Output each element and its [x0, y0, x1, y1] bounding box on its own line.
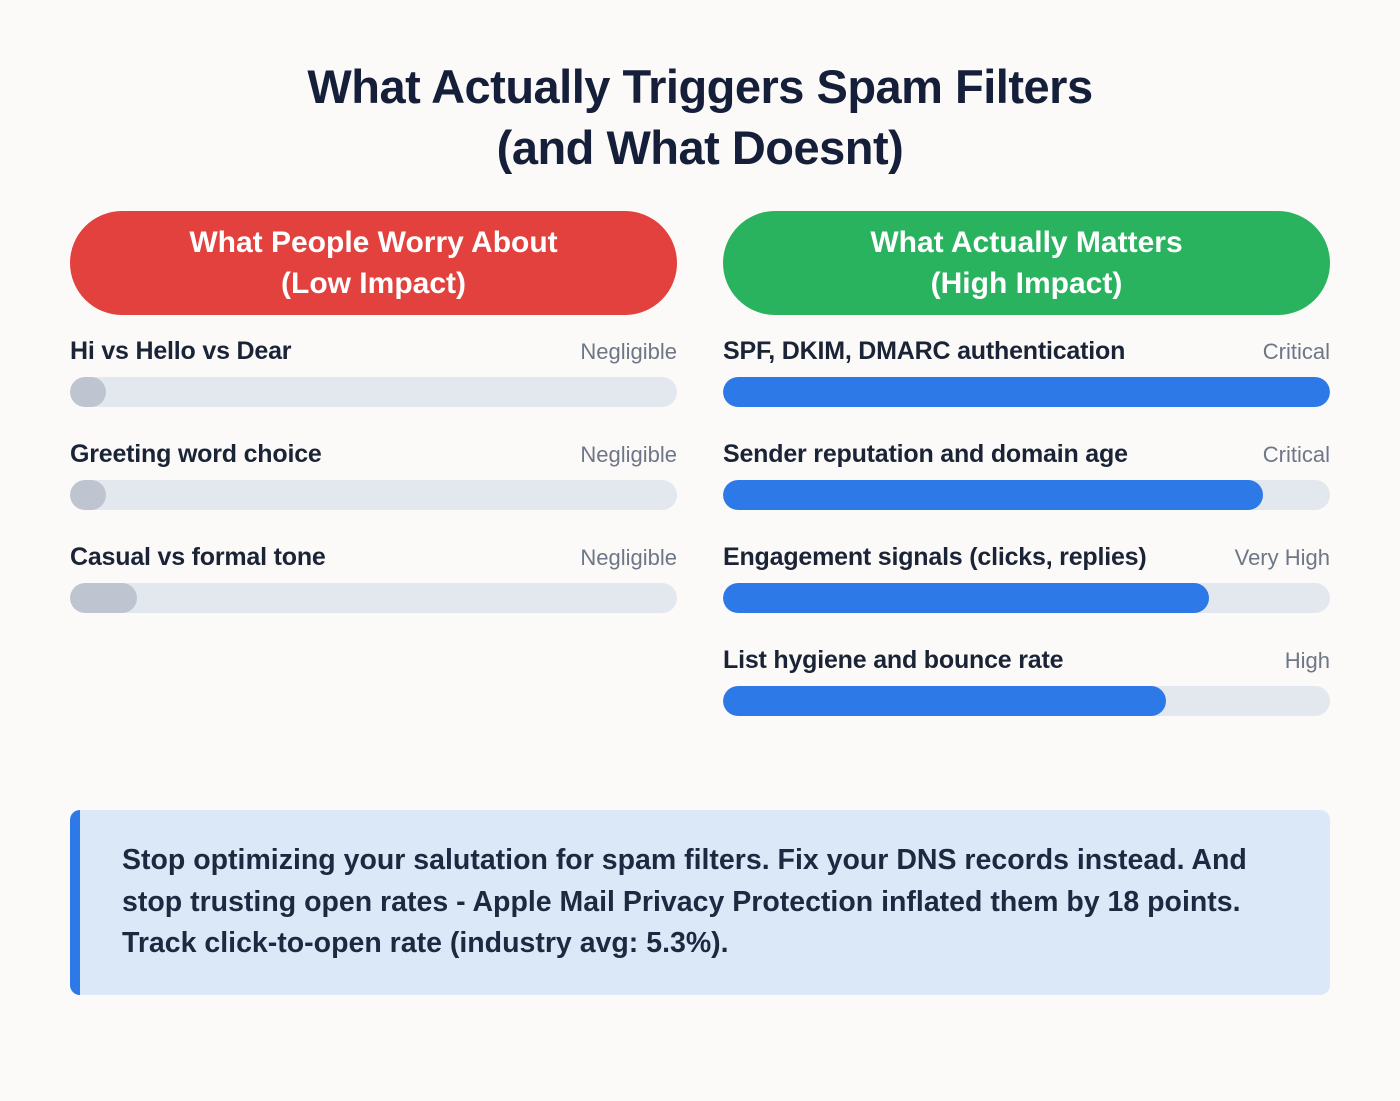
metric-row-header: Hi vs Hello vs Dear Negligible: [70, 337, 677, 366]
impact-badge: Very High: [1234, 545, 1330, 570]
low-impact-column: What People Worry About (Low Impact) Hi …: [70, 211, 677, 749]
bar-fill: [70, 583, 137, 613]
bar-track: [723, 377, 1330, 407]
metric-row-header: Engagement signals (clicks, replies) Ver…: [723, 543, 1330, 572]
high-impact-column: What Actually Matters (High Impact) SPF,…: [723, 211, 1330, 749]
bar-track: [723, 583, 1330, 613]
low-impact-header-line2: (Low Impact): [281, 267, 466, 300]
metric-label: Greeting word choice: [70, 440, 322, 468]
bar-fill: [723, 686, 1167, 716]
low-impact-header: What People Worry About (Low Impact): [70, 211, 677, 315]
impact-badge: Negligible: [580, 339, 677, 364]
metric-row: List hygiene and bounce rate High: [723, 646, 1330, 716]
bar-fill: [70, 377, 107, 407]
metric-row-header: Sender reputation and domain age Critica…: [723, 440, 1330, 469]
impact-badge: High: [1284, 648, 1330, 673]
bar-fill: [723, 480, 1264, 510]
page-title-line2: (and What Doesnt): [496, 121, 904, 174]
metric-label: Casual vs formal tone: [70, 543, 326, 571]
bar-fill: [723, 583, 1209, 613]
high-impact-header-line2: (High Impact): [930, 267, 1123, 300]
low-impact-header-line1: What People Worry About: [189, 226, 558, 259]
bar-track: [70, 583, 677, 613]
bar-track: [70, 480, 677, 510]
bar-track: [723, 480, 1330, 510]
impact-badge: Negligible: [580, 442, 677, 467]
impact-badge: Critical: [1262, 339, 1330, 364]
metric-label: Hi vs Hello vs Dear: [70, 337, 292, 365]
spam-filter-infographic: What Actually Triggers Spam Filters (and…: [0, 56, 1400, 995]
metric-row: SPF, DKIM, DMARC authentication Critical: [723, 337, 1330, 407]
metric-row: Casual vs formal tone Negligible: [70, 543, 677, 613]
takeaway-callout: Stop optimizing your salutation for spam…: [70, 810, 1330, 995]
callout-accent-bar: [70, 810, 80, 995]
high-impact-header: What Actually Matters (High Impact): [723, 211, 1330, 315]
metric-row-header: SPF, DKIM, DMARC authentication Critical: [723, 337, 1330, 366]
page-title: What Actually Triggers Spam Filters (and…: [0, 56, 1400, 178]
high-impact-items: SPF, DKIM, DMARC authentication Critical…: [723, 337, 1330, 716]
bar-fill: [723, 377, 1330, 407]
metric-row: Sender reputation and domain age Critica…: [723, 440, 1330, 510]
takeaway-text: Stop optimizing your salutation for spam…: [122, 844, 1247, 959]
metric-row: Greeting word choice Negligible: [70, 440, 677, 510]
bar-track: [70, 377, 677, 407]
metric-label: Engagement signals (clicks, replies): [723, 543, 1147, 571]
metric-row-header: List hygiene and bounce rate High: [723, 646, 1330, 675]
bar-fill: [70, 480, 107, 510]
impact-badge: Negligible: [580, 545, 677, 570]
metric-label: SPF, DKIM, DMARC authentication: [723, 337, 1126, 365]
metric-label: Sender reputation and domain age: [723, 440, 1128, 468]
metric-row: Engagement signals (clicks, replies) Ver…: [723, 543, 1330, 613]
metric-row-header: Greeting word choice Negligible: [70, 440, 677, 469]
impact-badge: Critical: [1262, 442, 1330, 467]
bar-track: [723, 686, 1330, 716]
high-impact-header-line1: What Actually Matters: [870, 226, 1183, 259]
page-title-line1: What Actually Triggers Spam Filters: [307, 60, 1093, 113]
low-impact-items: Hi vs Hello vs Dear Negligible Greeting …: [70, 337, 677, 613]
comparison-columns: What People Worry About (Low Impact) Hi …: [0, 211, 1400, 749]
metric-row-header: Casual vs formal tone Negligible: [70, 543, 677, 572]
metric-row: Hi vs Hello vs Dear Negligible: [70, 337, 677, 407]
metric-label: List hygiene and bounce rate: [723, 646, 1064, 674]
